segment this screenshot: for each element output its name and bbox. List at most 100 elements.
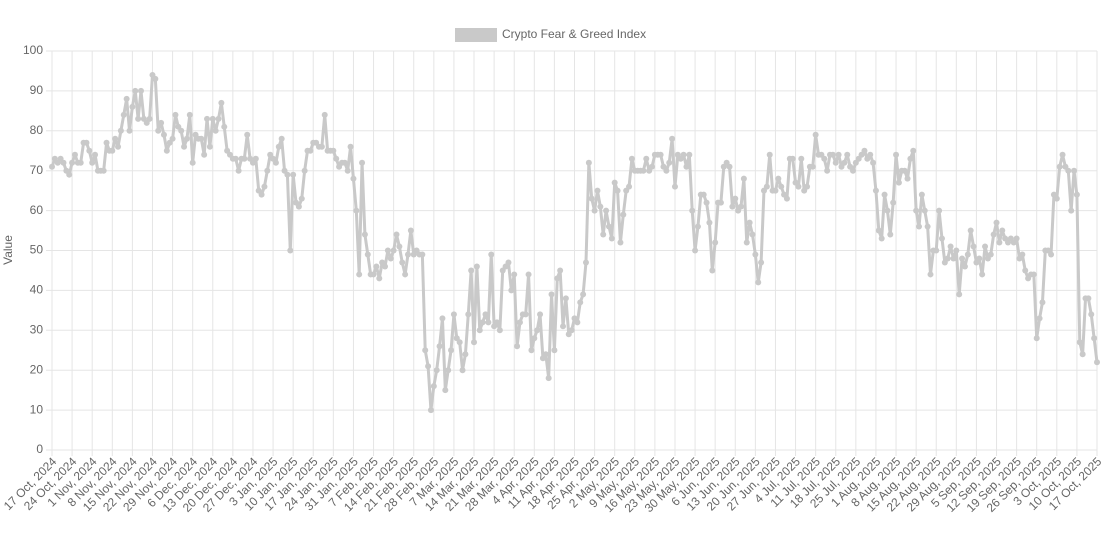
data-point bbox=[938, 235, 945, 242]
data-point bbox=[608, 235, 615, 242]
data-point bbox=[542, 351, 549, 358]
data-point bbox=[580, 291, 587, 298]
data-point bbox=[1071, 167, 1078, 174]
data-point bbox=[439, 315, 446, 322]
data-point bbox=[465, 311, 472, 318]
data-point bbox=[284, 171, 291, 178]
data-point bbox=[1059, 151, 1066, 158]
data-point bbox=[640, 167, 647, 174]
data-point bbox=[812, 131, 819, 138]
data-point bbox=[789, 155, 796, 162]
data-point bbox=[959, 255, 966, 262]
data-point bbox=[582, 259, 589, 266]
data-point bbox=[881, 191, 888, 198]
data-point bbox=[548, 291, 555, 298]
y-tick-label: 0 bbox=[36, 442, 43, 456]
data-point bbox=[551, 347, 558, 354]
data-point bbox=[921, 207, 928, 214]
data-point bbox=[585, 159, 592, 166]
data-point bbox=[867, 151, 874, 158]
data-point bbox=[884, 207, 891, 214]
data-point bbox=[987, 251, 994, 258]
data-point bbox=[964, 251, 971, 258]
data-point bbox=[738, 203, 745, 210]
data-point bbox=[752, 251, 759, 258]
data-point bbox=[924, 223, 931, 230]
data-point bbox=[732, 195, 739, 202]
data-point bbox=[844, 151, 851, 158]
data-point bbox=[982, 243, 989, 250]
data-point bbox=[537, 311, 544, 318]
data-point bbox=[436, 343, 443, 350]
data-point bbox=[482, 311, 489, 318]
data-point bbox=[252, 155, 259, 162]
y-tick-label: 90 bbox=[30, 83, 44, 97]
data-point bbox=[399, 259, 406, 266]
data-point bbox=[832, 159, 839, 166]
data-point bbox=[272, 159, 279, 166]
data-point bbox=[970, 243, 977, 250]
data-point bbox=[135, 115, 142, 122]
data-point bbox=[103, 139, 110, 146]
y-tick-label: 30 bbox=[30, 322, 44, 336]
data-point bbox=[1076, 339, 1083, 346]
data-point bbox=[689, 207, 696, 214]
data-point bbox=[473, 263, 480, 270]
data-point bbox=[86, 147, 93, 154]
data-point bbox=[419, 251, 426, 258]
data-point bbox=[999, 227, 1006, 234]
data-point bbox=[910, 147, 917, 154]
data-point bbox=[330, 147, 337, 154]
data-point bbox=[706, 219, 713, 226]
data-point bbox=[402, 271, 409, 278]
data-point bbox=[462, 351, 469, 358]
data-point bbox=[49, 163, 55, 170]
data-point bbox=[1085, 295, 1092, 302]
data-point bbox=[907, 155, 914, 162]
data-point bbox=[950, 255, 957, 262]
data-point bbox=[321, 111, 328, 118]
data-point bbox=[534, 327, 541, 334]
data-point bbox=[890, 199, 897, 206]
y-tick-label: 50 bbox=[30, 243, 44, 257]
data-point bbox=[809, 163, 816, 170]
data-point bbox=[783, 195, 790, 202]
data-point bbox=[364, 251, 371, 258]
data-point bbox=[611, 179, 618, 186]
data-point bbox=[341, 159, 348, 166]
data-point bbox=[594, 187, 601, 194]
data-point bbox=[603, 207, 610, 214]
data-point bbox=[333, 155, 340, 162]
data-point bbox=[295, 203, 302, 210]
data-point bbox=[763, 183, 770, 190]
data-point bbox=[829, 151, 836, 158]
data-point bbox=[913, 207, 920, 214]
data-point bbox=[69, 159, 76, 166]
data-point bbox=[717, 199, 724, 206]
data-point bbox=[71, 151, 78, 158]
data-point bbox=[709, 267, 716, 274]
data-point bbox=[947, 243, 954, 250]
data-point bbox=[605, 223, 612, 230]
data-point bbox=[895, 179, 902, 186]
data-point bbox=[1048, 251, 1055, 258]
data-point bbox=[505, 259, 512, 266]
data-point bbox=[560, 323, 567, 330]
data-point bbox=[666, 159, 673, 166]
data-point bbox=[798, 155, 805, 162]
legend-swatch bbox=[455, 28, 497, 42]
data-point bbox=[100, 167, 107, 174]
data-point bbox=[350, 175, 357, 182]
data-point bbox=[657, 151, 664, 158]
data-point bbox=[450, 311, 457, 318]
data-point bbox=[353, 207, 360, 214]
data-point bbox=[700, 191, 707, 198]
data-point bbox=[1030, 271, 1037, 278]
data-point bbox=[468, 267, 475, 274]
data-point bbox=[146, 115, 153, 122]
data-point bbox=[993, 219, 1000, 226]
data-point bbox=[953, 247, 960, 254]
data-point bbox=[215, 115, 222, 122]
data-point bbox=[516, 319, 523, 326]
data-point bbox=[376, 275, 383, 282]
